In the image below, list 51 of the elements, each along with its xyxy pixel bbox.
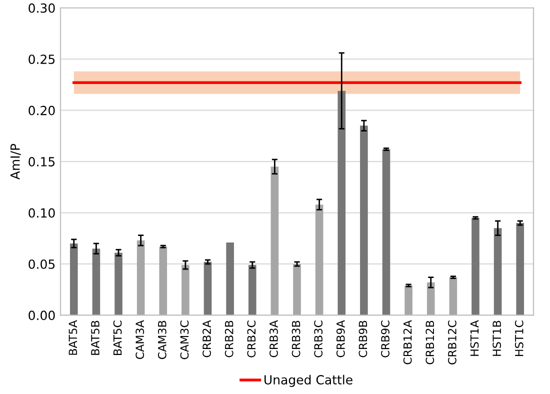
bar [182, 265, 190, 316]
bar [70, 243, 78, 316]
legend-label: Unaged Cattle [264, 374, 352, 387]
bar [382, 149, 390, 316]
y-tick-label: 0.25 [28, 54, 55, 64]
x-tick-label: CRB9A [336, 320, 345, 358]
x-tick-label: CRB2A [202, 320, 211, 358]
x-tick-label: BAT5A [68, 320, 78, 355]
bar [338, 90, 346, 316]
x-tick-label: BAT5C [113, 320, 122, 355]
bar [248, 265, 256, 316]
bar [472, 218, 480, 316]
x-tick-label: CRB3B [292, 320, 300, 358]
bar [293, 264, 301, 316]
y-tick-label: 0.15 [28, 157, 55, 166]
y-tick-label: 0.05 [28, 259, 55, 269]
bar [315, 204, 324, 316]
bar [92, 248, 100, 316]
x-tick-label: CRB12C [448, 320, 456, 364]
y-tick-label: 0.20 [28, 106, 55, 116]
x-tick-label: CRB12B [426, 320, 434, 364]
x-tick-label: CRB9C [381, 320, 390, 358]
y-tick-label: 0.00 [28, 310, 55, 320]
bar [114, 252, 122, 316]
x-tick-label: CRB9B [358, 320, 368, 358]
y-tick-label: 0.30 [28, 3, 55, 13]
bar [426, 282, 435, 316]
y-tick-label: 0.10 [28, 208, 55, 218]
bar [404, 285, 412, 316]
x-tick-label: HST1A [470, 320, 479, 356]
x-tick-label: CRB3A [270, 320, 278, 358]
x-tick-label: HST1C [514, 320, 524, 356]
bar [449, 277, 458, 316]
x-tick-label: CRB3C [314, 320, 323, 358]
bar [159, 246, 168, 316]
bar [270, 166, 279, 316]
bar [360, 126, 368, 316]
x-tick-label: HST1B [492, 320, 502, 356]
x-tick-label: CAM3A [136, 320, 144, 360]
bar [494, 228, 502, 316]
y-axis-title: AmI/P [10, 144, 21, 180]
bar [226, 242, 234, 316]
x-tick-label: BAT5B [91, 320, 100, 355]
x-tick-label: CAM3B [158, 320, 166, 360]
bar [136, 240, 145, 316]
bar [516, 223, 524, 316]
x-tick-label: CRB12A [403, 320, 412, 364]
x-tick-label: CRB2B [224, 320, 234, 358]
bar [204, 262, 212, 316]
x-tick-label: CAM3C [180, 320, 189, 360]
x-tick-label: CRB2C [247, 320, 256, 358]
